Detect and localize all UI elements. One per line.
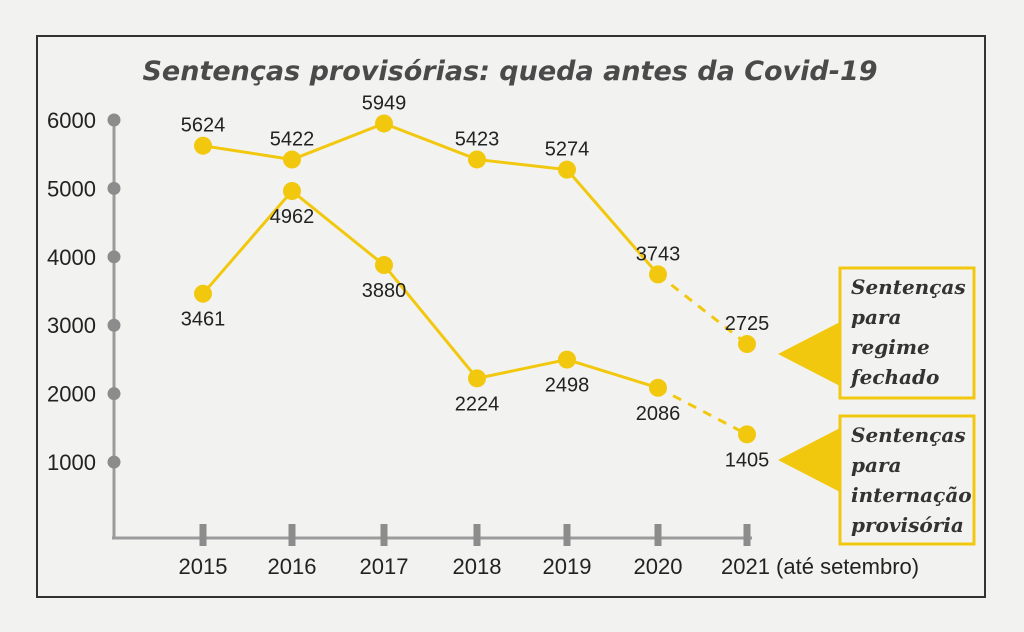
x-tick-label: 2017 [360, 554, 409, 579]
data-point [468, 369, 486, 388]
x-tick-mark [563, 524, 571, 546]
x-tick-mark [743, 524, 751, 546]
data-point [738, 425, 756, 444]
y-tick-label: 3000 [47, 313, 96, 338]
x-tick-label: 2021 (até setembro) [721, 554, 919, 579]
data-label: 3880 [362, 280, 407, 302]
legend-text: Sentenças [851, 275, 966, 299]
legend-text: fechado [849, 365, 939, 389]
data-label: 5422 [270, 129, 315, 151]
x-tick-label: 2016 [268, 554, 317, 579]
x-tick-label: 2018 [453, 554, 502, 579]
data-label: 1405 [725, 449, 770, 471]
legend-text: provisória [851, 513, 964, 537]
x-tick-label: 2015 [179, 554, 228, 579]
legend-box [838, 414, 976, 546]
x-tick-mark [288, 524, 296, 546]
data-label: 2498 [545, 375, 590, 397]
y-tick-dot [107, 387, 121, 401]
legend-text: internação [851, 483, 972, 507]
legend-text: Sentenças [851, 423, 966, 447]
y-tick-label: 5000 [47, 176, 96, 201]
y-tick-dot [107, 455, 121, 469]
data-label: 2725 [725, 313, 770, 335]
data-label: 3461 [181, 309, 226, 331]
data-point [375, 256, 393, 275]
x-tick-mark [199, 524, 207, 546]
legend-text: regime [851, 335, 930, 359]
series-layer: 5624 5422 5949 5423 5274 3743 2725 3461 4962 3880… [181, 92, 770, 471]
y-tick-dot [107, 250, 121, 264]
x-tick-label: 2019 [543, 554, 592, 579]
data-point [738, 335, 756, 354]
chart-frame [36, 35, 986, 598]
x-ticks: 2015 2016 2017 2018 2019 2020 2021 (até setemb… [179, 524, 919, 579]
x-tick-mark [654, 524, 662, 546]
data-label: 2224 [455, 393, 500, 415]
data-point [468, 150, 486, 169]
series-1: 3461 4962 3880 2224 2498 2086 1405 [181, 181, 770, 471]
series-dashed-segment [657, 273, 748, 346]
x-tick-mark [380, 524, 388, 546]
legend-text: para [851, 305, 901, 329]
legend-item-1: Sentenças para internação provisória [778, 414, 976, 546]
chart-title: Sentenças provisórias: queda antes da Co… [142, 56, 877, 87]
data-label: 2086 [636, 403, 681, 425]
x-tick-label: 2020 [634, 554, 683, 579]
legend-box [838, 266, 976, 400]
legend: Sentenças para regime fechado Sentenças para i… [778, 266, 976, 546]
legend-pointer [778, 428, 840, 492]
data-point [649, 265, 667, 284]
y-tick-label: 6000 [47, 108, 96, 133]
legend-text: para [851, 453, 901, 477]
data-point [283, 181, 301, 200]
data-label: 4962 [270, 206, 315, 228]
y-tick-label: 1000 [47, 450, 96, 475]
data-label: 5423 [455, 128, 500, 150]
data-point [558, 160, 576, 179]
data-label: 5624 [181, 115, 226, 137]
y-ticks: 6000 5000 4000 3000 2000 1000 [47, 108, 121, 475]
data-point [375, 114, 393, 133]
series-line [201, 188, 659, 390]
legend-pointer [778, 322, 840, 386]
data-label: 3743 [636, 243, 681, 265]
legend-item-0: Sentenças para regime fechado [778, 266, 976, 400]
series-0: 5624 5422 5949 5423 5274 3743 2725 [181, 92, 770, 354]
x-tick-mark [473, 524, 481, 546]
data-label: 5274 [545, 139, 590, 161]
series-line [202, 121, 660, 276]
data-point [558, 350, 576, 369]
data-point [283, 150, 301, 169]
y-tick-label: 2000 [47, 382, 96, 407]
y-tick-dot [107, 181, 121, 195]
y-tick-dot [107, 113, 121, 127]
data-point [194, 284, 212, 303]
data-label: 5949 [362, 92, 407, 114]
y-tick-dot [107, 318, 121, 332]
y-tick-label: 4000 [47, 245, 96, 270]
data-point [194, 136, 212, 155]
data-point [649, 378, 667, 397]
